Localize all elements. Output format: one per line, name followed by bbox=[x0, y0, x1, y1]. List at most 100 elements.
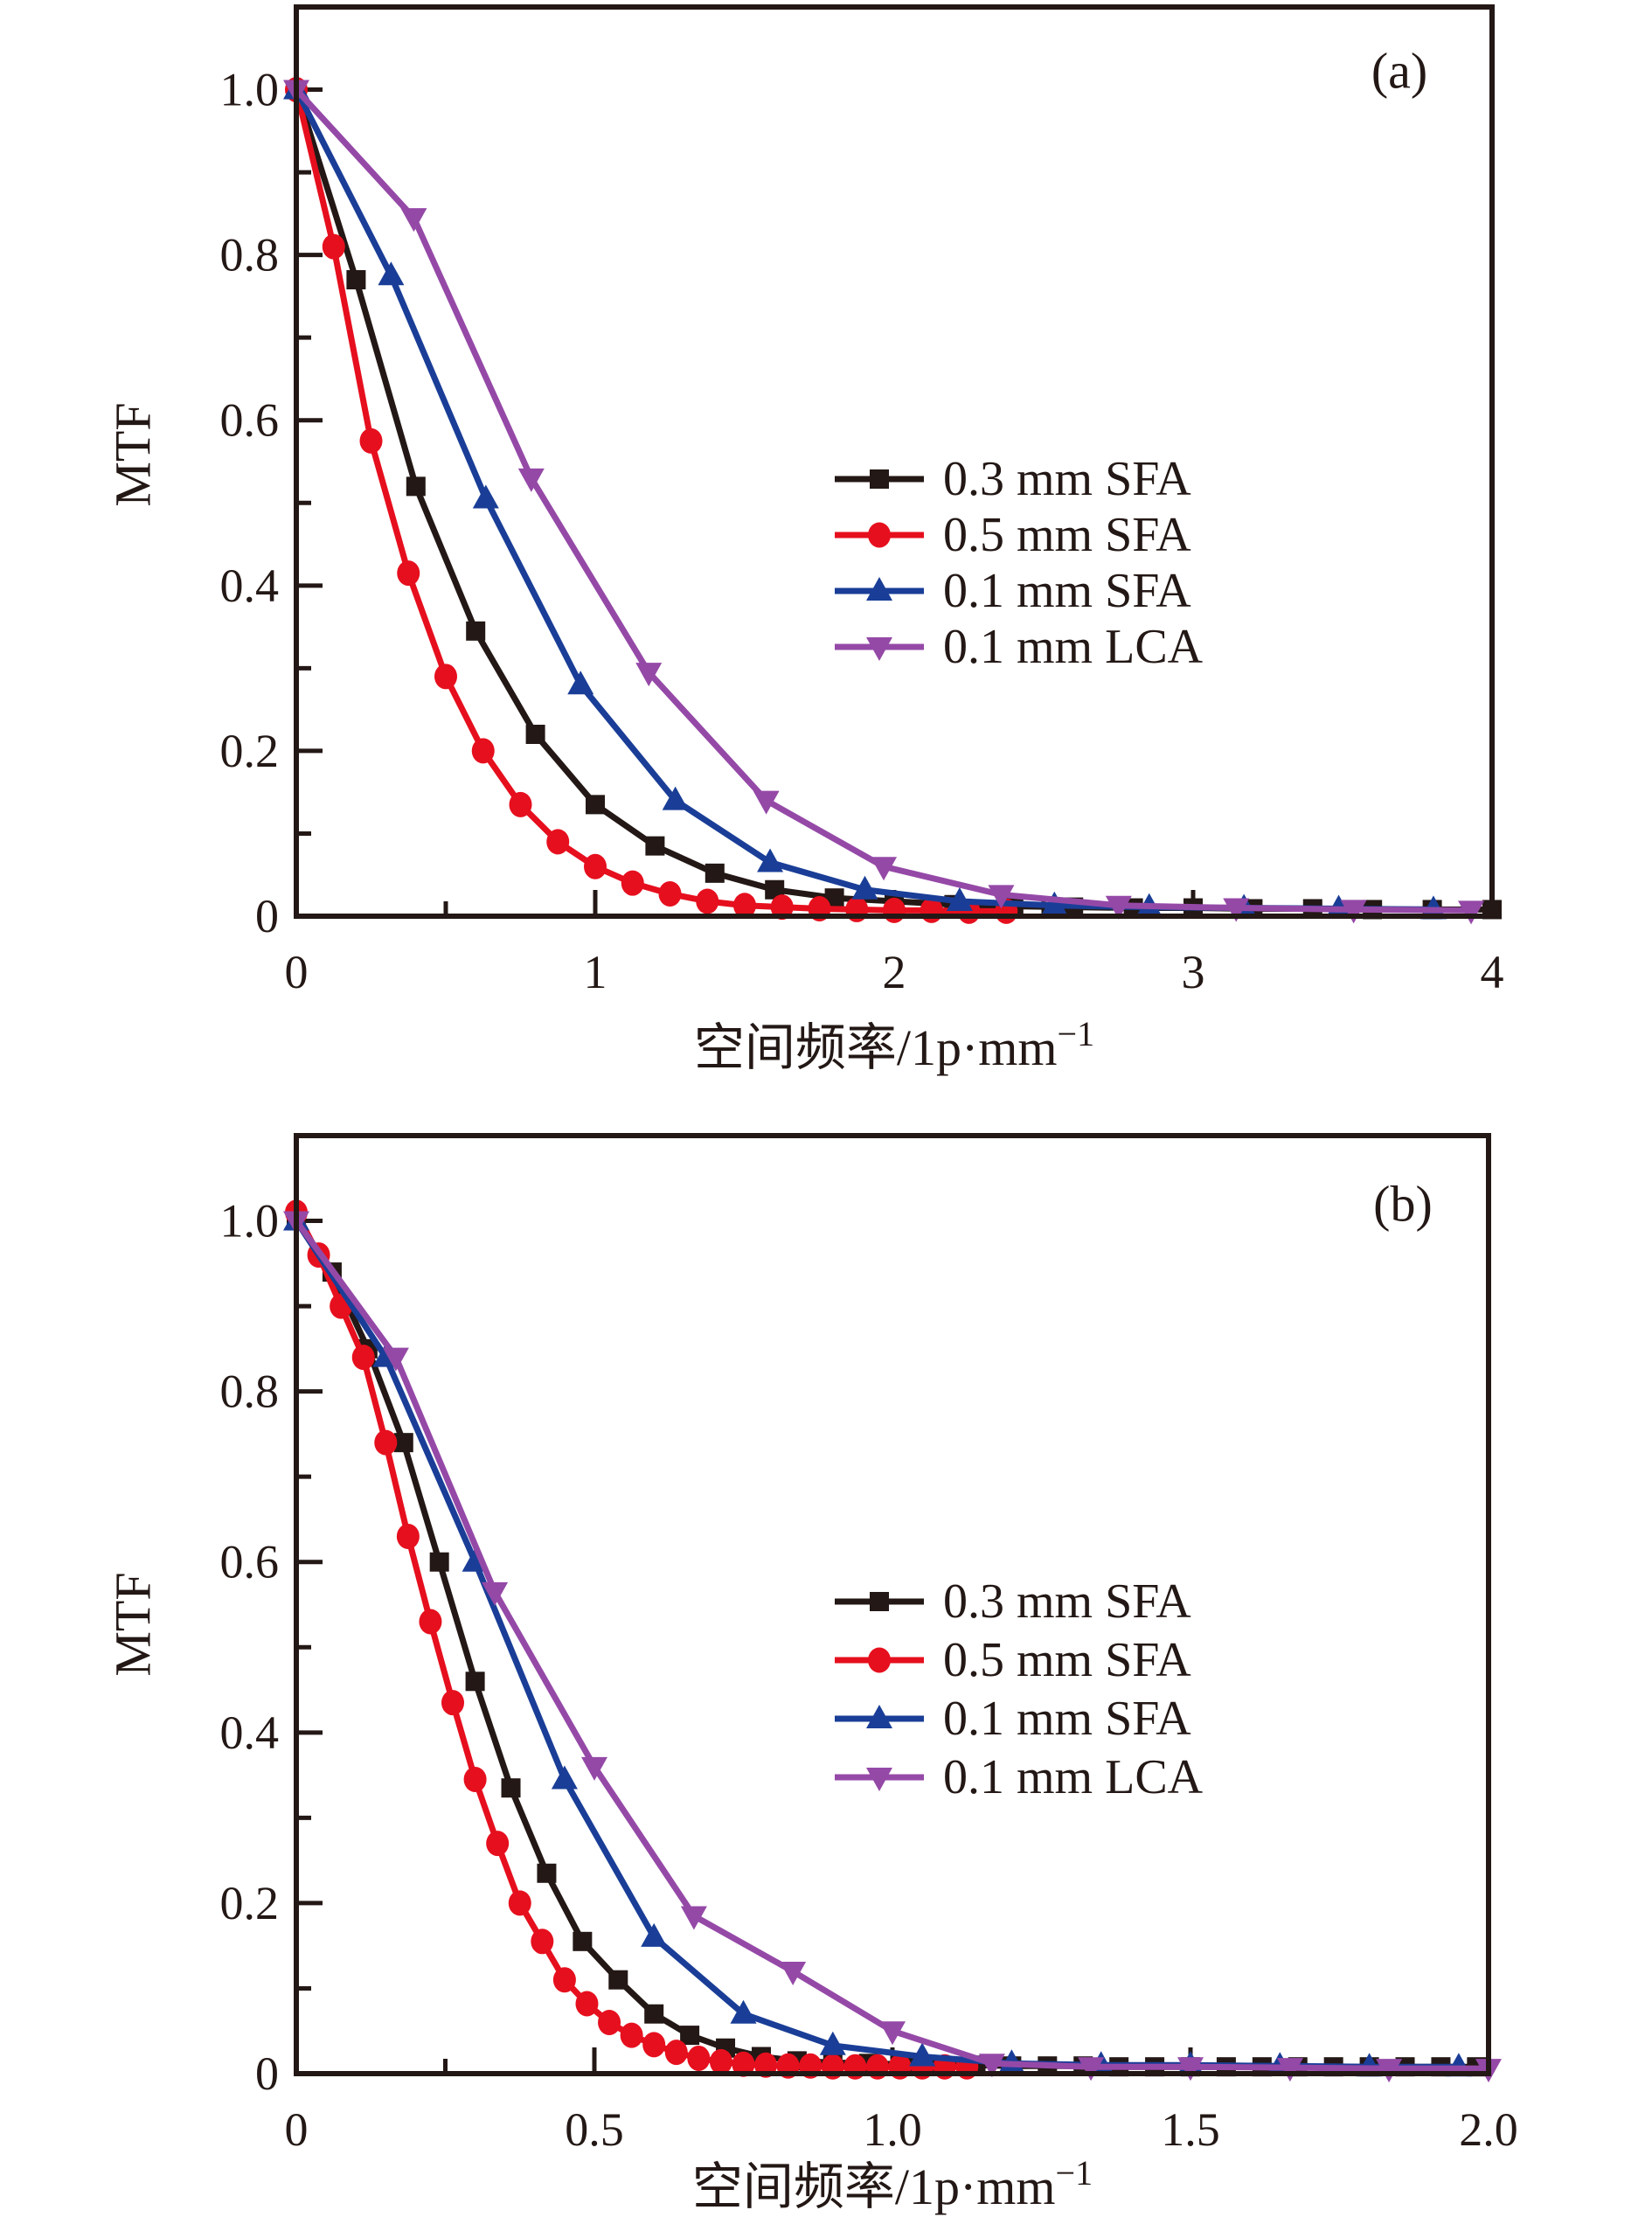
marker-circle bbox=[733, 893, 756, 919]
panel-b-frame bbox=[294, 1133, 1491, 2076]
panel-a-y-axis-title: MTF bbox=[105, 402, 162, 506]
marker-triangle-down bbox=[1458, 900, 1485, 925]
marker-circle bbox=[463, 1766, 487, 1792]
marker-square bbox=[406, 476, 426, 497]
marker-triangle-down bbox=[1276, 2058, 1303, 2082]
legend-item: 0.1 mm LCA bbox=[835, 620, 1204, 674]
marker-triangle-down bbox=[635, 663, 663, 687]
marker-square bbox=[608, 1970, 628, 1990]
marker-circle bbox=[359, 427, 383, 454]
y-tick-label: 0.8 bbox=[220, 1366, 280, 1418]
marker-triangle-down bbox=[1105, 895, 1132, 920]
marker-circle bbox=[531, 1929, 554, 1955]
marker-triangle-down bbox=[978, 2054, 1005, 2078]
marker-triangle-up bbox=[641, 1922, 668, 1947]
panel-b-ticks bbox=[294, 1219, 1491, 2076]
y-tick-label: 0.2 bbox=[220, 725, 280, 777]
marker-square bbox=[525, 725, 545, 744]
legend-item: 0.3 mm SFA bbox=[835, 452, 1191, 506]
marker-circle bbox=[351, 1345, 375, 1371]
y-tick-label: 0.2 bbox=[220, 1877, 280, 1929]
marker-square bbox=[870, 1592, 889, 1611]
marker-circle bbox=[419, 1609, 442, 1635]
series-line bbox=[293, 88, 1492, 913]
legend-label: 0.5 mm SFA bbox=[943, 508, 1191, 562]
x-tick-label: 2 bbox=[883, 946, 906, 998]
series-line bbox=[293, 1211, 968, 2070]
marker-circle bbox=[508, 1890, 531, 1916]
marker-circle bbox=[868, 522, 891, 548]
marker-square bbox=[870, 469, 889, 489]
marker-square bbox=[393, 1433, 413, 1453]
marker-triangle-down bbox=[879, 2021, 906, 2046]
marker-circle bbox=[642, 2032, 666, 2058]
marker-circle bbox=[584, 853, 607, 879]
marker-circle bbox=[687, 2045, 711, 2071]
marker-square bbox=[645, 836, 665, 856]
series-0.5-mm-SFA bbox=[285, 1199, 979, 2080]
series-line bbox=[293, 87, 1433, 913]
x-tick-label: 1.5 bbox=[1161, 2103, 1220, 2156]
panel-b-label: (b) bbox=[1373, 1176, 1433, 1233]
marker-square bbox=[644, 2004, 664, 2024]
legend-label: 0.1 mm LCA bbox=[943, 620, 1204, 674]
marker-circle bbox=[471, 738, 495, 764]
y-tick-label: 0.6 bbox=[220, 394, 280, 447]
panel-a-label: (a) bbox=[1371, 43, 1427, 100]
y-tick-label: 0.8 bbox=[220, 229, 280, 281]
marker-triangle-down bbox=[1376, 2059, 1403, 2083]
x-tick-label: 1.0 bbox=[863, 2103, 922, 2156]
marker-square bbox=[680, 2026, 700, 2046]
series-0.3-mm-SFA bbox=[287, 80, 1502, 920]
series-0.1-mm-LCA bbox=[283, 80, 1485, 925]
marker-triangle-down bbox=[1177, 2057, 1204, 2082]
panel-a-tick-labels: 0 1 2 3 4 0 0.2 0.4 0.6 0.8 1.0 bbox=[220, 64, 1504, 998]
marker-triangle-up bbox=[551, 1765, 578, 1790]
y-tick-label: 1.0 bbox=[220, 64, 280, 116]
series-0.5-mm-SFA bbox=[285, 77, 1018, 924]
marker-triangle-up bbox=[851, 875, 878, 900]
marker-circle bbox=[709, 2048, 732, 2075]
marker-circle bbox=[598, 2009, 621, 2035]
x-tick-label: 0 bbox=[285, 946, 309, 998]
marker-circle bbox=[434, 664, 457, 690]
x-tick-label: 3 bbox=[1182, 946, 1205, 998]
series-line bbox=[294, 1219, 1459, 2070]
marker-triangle-down bbox=[581, 1756, 607, 1781]
legend-item: 0.1 mm LCA bbox=[835, 1750, 1204, 1804]
marker-circle bbox=[552, 1967, 576, 1993]
marker-triangle-down bbox=[871, 857, 898, 881]
series-0.1-mm-SFA bbox=[283, 75, 1447, 920]
marker-triangle-down bbox=[866, 637, 892, 661]
marker-triangle-up bbox=[866, 577, 892, 601]
legend-item: 0.1 mm SFA bbox=[835, 564, 1191, 618]
marker-triangle-down bbox=[400, 208, 427, 233]
marker-triangle-down bbox=[517, 468, 545, 492]
panel-b-tick-labels: 0 0.5 1.0 1.5 2.0 0 0.2 0.4 0.6 0.8 1.0 bbox=[220, 1195, 1518, 2156]
marker-triangle-down bbox=[780, 1961, 807, 1985]
x-tick-label: 0.5 bbox=[565, 2103, 624, 2156]
y-tick-label: 0.6 bbox=[220, 1536, 280, 1588]
marker-square bbox=[765, 879, 785, 900]
marker-triangle-down bbox=[1223, 898, 1250, 922]
marker-circle bbox=[441, 1690, 465, 1716]
plot-border bbox=[294, 4, 1495, 919]
marker-circle bbox=[770, 894, 794, 921]
marker-triangle-up bbox=[567, 671, 594, 695]
plot-border bbox=[294, 1133, 1491, 2076]
x-tick-label: 2.0 bbox=[1459, 2103, 1518, 2156]
legend-label: 0.3 mm SFA bbox=[943, 1574, 1191, 1629]
legend-label: 0.1 mm SFA bbox=[943, 1692, 1191, 1746]
legend-item: 0.3 mm SFA bbox=[835, 1574, 1191, 1629]
marker-circle bbox=[397, 560, 420, 587]
marker-circle bbox=[664, 2040, 688, 2066]
series-line bbox=[294, 1219, 1477, 2070]
legend-label: 0.5 mm SFA bbox=[943, 1633, 1191, 1687]
marker-circle bbox=[732, 2051, 755, 2077]
marker-triangle-down bbox=[988, 885, 1015, 909]
y-tick-label: 0.4 bbox=[220, 559, 280, 612]
